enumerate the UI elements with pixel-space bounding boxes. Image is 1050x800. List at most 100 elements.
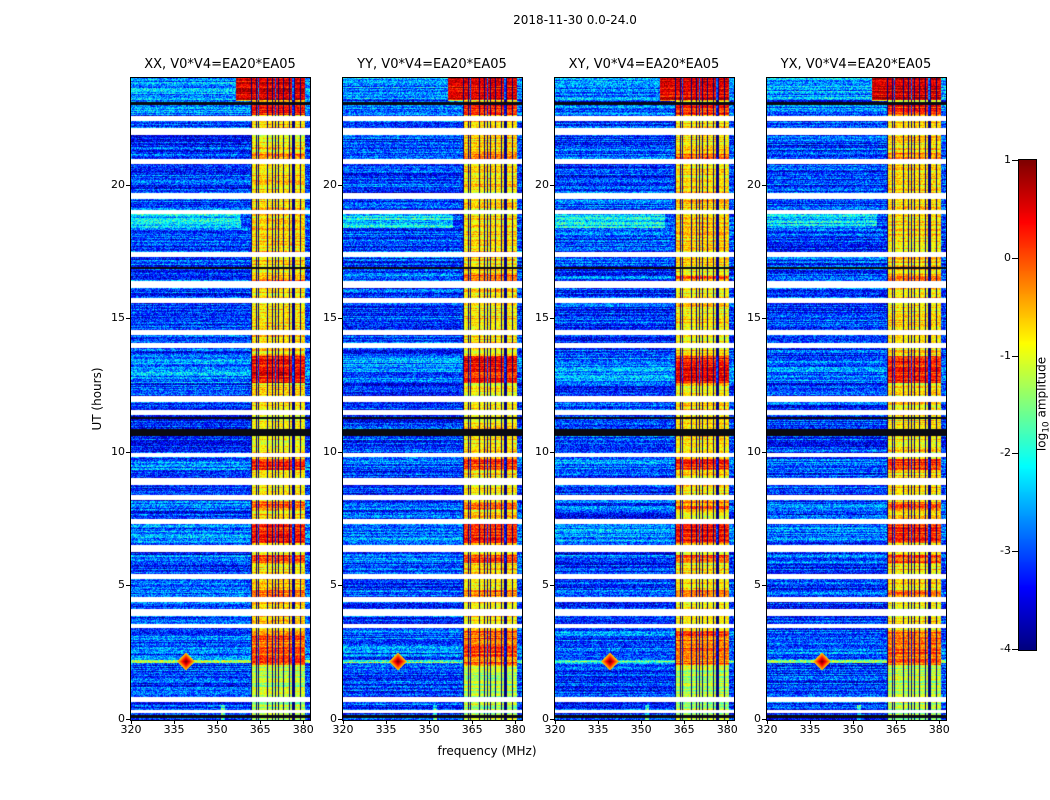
y-tick-mark bbox=[126, 719, 130, 720]
x-axis-label: frequency (MHz) bbox=[437, 744, 537, 758]
y-axis-label: UT (hours) bbox=[90, 367, 104, 431]
colorbar-tick-mark bbox=[1012, 257, 1018, 259]
y-tick-label: 10 bbox=[111, 444, 125, 458]
panel-title-yx: YX, V0*V4=EA20*EA05 bbox=[780, 57, 932, 72]
y-tick-label: 5 bbox=[542, 578, 549, 592]
x-tick-label: 380 bbox=[716, 723, 738, 736]
colorbar-tick-mark bbox=[1012, 355, 1018, 357]
y-tick-label: 10 bbox=[535, 444, 549, 458]
x-tick-mark bbox=[938, 720, 940, 724]
y-tick-label: 10 bbox=[747, 444, 761, 458]
panel-title-xy: XY, V0*V4=EA20*EA05 bbox=[568, 57, 720, 72]
x-tick-mark bbox=[514, 720, 516, 724]
y-tick-mark bbox=[338, 318, 342, 320]
y-tick-label: 10 bbox=[323, 444, 337, 458]
x-tick-mark bbox=[809, 720, 811, 724]
spectrogram-xy bbox=[554, 77, 735, 721]
x-tick-label: 350 bbox=[418, 723, 440, 736]
y-tick-mark bbox=[338, 451, 342, 453]
y-tick-label: 0 bbox=[754, 712, 761, 725]
spectrogram-yx bbox=[766, 77, 947, 721]
colorbar-label-sub: 10 bbox=[1041, 421, 1050, 433]
x-tick-label: 380 bbox=[292, 723, 314, 736]
y-tick-mark bbox=[762, 719, 766, 720]
spectrogram-xx bbox=[130, 77, 311, 721]
colorbar-tick-label: -2 bbox=[1000, 446, 1011, 460]
x-tick-label: 320 bbox=[332, 723, 354, 736]
x-tick-label: 365 bbox=[461, 723, 483, 736]
colorbar-label-prefix: log bbox=[1034, 432, 1049, 452]
x-tick-label: 335 bbox=[375, 723, 397, 736]
y-tick-label: 5 bbox=[754, 578, 761, 592]
y-tick-label: 20 bbox=[535, 177, 549, 191]
x-tick-mark bbox=[259, 720, 261, 724]
colorbar-tick-mark bbox=[1012, 160, 1018, 161]
y-tick-label: 20 bbox=[747, 177, 761, 191]
x-tick-label: 320 bbox=[120, 723, 142, 736]
x-tick-mark bbox=[683, 720, 685, 724]
x-tick-mark bbox=[726, 720, 728, 724]
x-tick-label: 365 bbox=[673, 723, 695, 736]
y-tick-mark bbox=[126, 451, 130, 453]
y-tick-mark bbox=[550, 318, 554, 320]
y-tick-label: 0 bbox=[542, 712, 549, 725]
x-tick-label: 335 bbox=[587, 723, 609, 736]
y-tick-label: 20 bbox=[323, 177, 337, 191]
y-tick-label: 5 bbox=[330, 578, 337, 592]
x-tick-label: 350 bbox=[630, 723, 652, 736]
figure-title: 2018-11-30 0.0-24.0 bbox=[513, 13, 637, 27]
y-tick-label: 20 bbox=[111, 177, 125, 191]
x-tick-mark bbox=[471, 720, 473, 724]
colorbar-tick-label: -4 bbox=[1000, 642, 1011, 655]
x-tick-mark bbox=[766, 720, 768, 724]
y-tick-mark bbox=[762, 585, 766, 587]
x-tick-label: 320 bbox=[544, 723, 566, 736]
colorbar-tick-label: 0 bbox=[1004, 250, 1011, 264]
x-tick-mark bbox=[895, 720, 897, 724]
x-tick-label: 350 bbox=[842, 723, 864, 736]
x-tick-label: 365 bbox=[249, 723, 271, 736]
panel-title-yy: YY, V0*V4=EA20*EA05 bbox=[357, 57, 507, 72]
y-tick-mark bbox=[762, 318, 766, 320]
y-tick-mark bbox=[126, 585, 130, 587]
y-tick-mark bbox=[126, 184, 130, 186]
y-tick-mark bbox=[338, 184, 342, 186]
colorbar-label: log10 amplitude bbox=[1034, 357, 1050, 451]
y-tick-label: 15 bbox=[535, 311, 549, 325]
y-tick-label: 0 bbox=[118, 712, 125, 725]
x-tick-mark bbox=[342, 720, 344, 724]
x-tick-mark bbox=[852, 720, 854, 724]
y-tick-label: 15 bbox=[747, 311, 761, 325]
y-tick-label: 15 bbox=[111, 311, 125, 325]
y-tick-mark bbox=[550, 184, 554, 186]
y-tick-label: 5 bbox=[118, 578, 125, 592]
colorbar-tick-label: -3 bbox=[1000, 544, 1011, 558]
x-tick-label: 380 bbox=[504, 723, 526, 736]
y-tick-mark bbox=[550, 451, 554, 453]
x-tick-mark bbox=[385, 720, 387, 724]
x-tick-mark bbox=[130, 720, 132, 724]
x-tick-label: 350 bbox=[206, 723, 228, 736]
colorbar-tick-label: 1 bbox=[1004, 153, 1011, 166]
y-tick-label: 15 bbox=[323, 311, 337, 325]
x-tick-mark bbox=[428, 720, 430, 724]
y-tick-mark bbox=[126, 318, 130, 320]
spectrogram-yy bbox=[342, 77, 523, 721]
x-tick-label: 335 bbox=[799, 723, 821, 736]
x-tick-mark bbox=[597, 720, 599, 724]
colorbar-tick-label: -1 bbox=[1000, 348, 1011, 362]
y-tick-mark bbox=[550, 585, 554, 587]
y-tick-mark bbox=[550, 719, 554, 720]
y-tick-mark bbox=[338, 719, 342, 720]
colorbar-canvas bbox=[1018, 159, 1037, 651]
y-tick-mark bbox=[762, 184, 766, 186]
x-tick-mark bbox=[554, 720, 556, 724]
colorbar-tick-mark bbox=[1012, 649, 1018, 650]
x-tick-label: 365 bbox=[885, 723, 907, 736]
x-tick-mark bbox=[640, 720, 642, 724]
y-tick-mark bbox=[762, 451, 766, 453]
x-tick-mark bbox=[302, 720, 304, 724]
colorbar-tick-mark bbox=[1012, 551, 1018, 553]
colorbar-tick-mark bbox=[1012, 453, 1018, 455]
